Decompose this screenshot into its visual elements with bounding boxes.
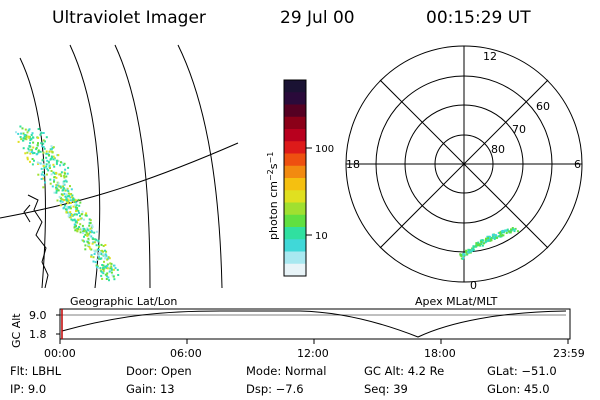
- aurora-emission: [15, 125, 120, 282]
- gc-alt-info: GC Alt: 4.2 Re: [364, 364, 445, 378]
- colorbar: 100 10 photon cm−2s−1: [266, 79, 334, 277]
- mlt-18-label: 18: [346, 158, 360, 171]
- mlt-12-label: 12: [483, 50, 497, 63]
- geo-latlon-title: Geographic Lat/Lon: [70, 295, 177, 308]
- mode-info: Mode: Normal: [246, 364, 327, 378]
- geographic-map: [0, 44, 239, 288]
- time-label: 00:15:29 UT: [426, 8, 531, 28]
- lat-60-label: 60: [536, 100, 550, 113]
- colorbar-unit-label: photon cm−2s−1: [266, 152, 280, 240]
- filter-info: Flt: LBHL: [10, 364, 62, 378]
- polar-plot: 12 18 6 0 60 70 80: [345, 45, 583, 292]
- lat-70-label: 70: [512, 123, 526, 136]
- colorbar-tick-100: 100: [315, 144, 334, 155]
- lat-80-label: 80: [491, 143, 505, 156]
- date-label: 29 Jul 00: [280, 8, 355, 28]
- y-tick-1.8: 1.8: [29, 328, 47, 341]
- polar-aurora-emission: [459, 227, 519, 260]
- x-tick-0000: 00:00: [44, 347, 76, 360]
- gc-alt-axis-label: GC Alt: [10, 313, 23, 348]
- mlt-0-label: 0: [470, 279, 477, 292]
- x-tick-2359: 23:59: [553, 347, 585, 360]
- ip-info: IP: 9.0: [10, 382, 47, 396]
- x-tick-1800: 18:00: [424, 347, 456, 360]
- glat-info: GLat: −51.0: [487, 364, 557, 378]
- instrument-title: Ultraviolet Imager: [52, 8, 206, 28]
- dsp-info: Dsp: −7.6: [246, 382, 304, 396]
- x-tick-0600: 06:00: [170, 347, 202, 360]
- x-tick-1200: 12:00: [297, 347, 329, 360]
- seq-info: Seq: 39: [364, 382, 408, 396]
- y-tick-9: 9.0: [29, 309, 47, 322]
- apex-mlat-title: Apex MLat/MLT: [415, 295, 498, 308]
- mlt-6-label: 6: [574, 158, 581, 171]
- colorbar-tick-10: 10: [315, 231, 328, 242]
- door-info: Door: Open: [126, 364, 192, 378]
- glon-info: GLon: 45.0: [487, 382, 550, 396]
- timeline-plot: Geographic Lat/Lon Apex MLat/MLT GC Alt …: [10, 295, 585, 360]
- gain-info: Gain: 13: [126, 382, 175, 396]
